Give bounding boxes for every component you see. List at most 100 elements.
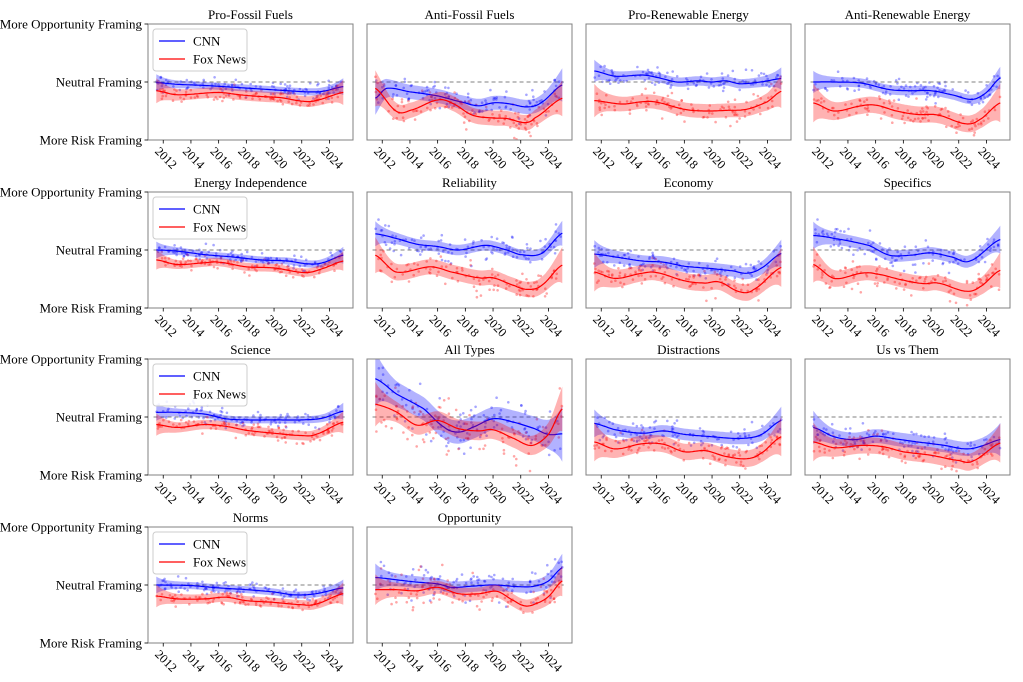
scatter-point-cnn (980, 255, 984, 259)
scatter-point-fox (379, 567, 383, 570)
scatter-point-fox (812, 449, 816, 453)
scatter-point-fox (390, 426, 393, 430)
scatter-point-cnn (267, 261, 271, 265)
scatter-point-fox (431, 587, 435, 591)
scatter-point-fox (534, 598, 538, 601)
scatter-point-cnn (263, 586, 267, 589)
scatter-point-fox (164, 264, 167, 267)
scatter-point-cnn (273, 92, 276, 96)
scatter-point-fox (975, 460, 979, 464)
scatter-point-cnn (779, 75, 782, 78)
x-tick-label: 2012 (809, 144, 837, 172)
scatter-point-fox (500, 427, 504, 431)
confidence-band-fox (594, 247, 782, 301)
scatter-point-fox (694, 282, 697, 286)
scatter-point-fox (190, 269, 193, 272)
scatter-point-fox (412, 109, 415, 113)
scatter-point-cnn (492, 419, 496, 423)
scatter-point-cnn (675, 265, 678, 269)
scatter-point-fox (708, 111, 711, 115)
scatter-point-fox (228, 592, 232, 595)
scatter-point-fox (478, 608, 481, 611)
scatter-point-cnn (409, 84, 413, 88)
x-tick-label: 2016 (646, 312, 674, 340)
scatter-point-fox (734, 113, 737, 116)
scatter-point-fox (302, 442, 305, 446)
scatter-point-fox (334, 88, 338, 91)
scatter-point-cnn (830, 422, 834, 426)
scatter-point-cnn (285, 95, 289, 99)
scatter-point-cnn (457, 447, 461, 450)
scatter-point-fox (882, 101, 886, 105)
scatter-point-fox (229, 260, 233, 263)
scatter-point-fox (934, 451, 937, 454)
scatter-point-fox (915, 279, 918, 283)
scatter-point-cnn (163, 245, 167, 249)
scatter-point-fox (255, 264, 259, 267)
scatter-point-fox (482, 447, 485, 451)
scatter-point-fox (595, 92, 599, 95)
scatter-point-fox (496, 284, 500, 288)
scatter-point-cnn (482, 245, 486, 249)
scatter-point-fox (435, 101, 439, 105)
scatter-point-cnn (464, 581, 468, 585)
scatter-point-fox (557, 579, 561, 583)
scatter-point-cnn (553, 78, 556, 82)
scatter-point-cnn (525, 93, 528, 97)
scatter-point-cnn (529, 247, 532, 250)
scatter-point-cnn (853, 89, 856, 92)
scatter-point-cnn (505, 246, 509, 250)
scatter-point-cnn (671, 70, 674, 73)
scatter-point-fox (186, 253, 189, 256)
scatter-point-fox (775, 274, 779, 278)
scatter-point-cnn (523, 427, 527, 430)
scatter-point-cnn (470, 417, 473, 421)
scatter-point-fox (946, 110, 950, 113)
panel-title: Distractions (657, 342, 720, 357)
scatter-point-cnn (677, 434, 680, 437)
scatter-point-fox (167, 420, 171, 424)
scatter-point-cnn (393, 242, 396, 246)
scatter-point-fox (254, 92, 258, 95)
scatter-point-fox (818, 264, 822, 267)
scatter-point-cnn (766, 271, 769, 275)
scatter-point-fox (206, 601, 209, 605)
scatter-point-cnn (318, 91, 322, 95)
scatter-point-fox (661, 275, 665, 279)
scatter-point-cnn (200, 408, 204, 412)
scatter-point-cnn (833, 230, 837, 234)
x-tick-label: 2022 (291, 479, 319, 507)
confidence-band-cnn (813, 221, 1001, 268)
scatter-point-cnn (552, 245, 556, 249)
scatter-point-cnn (983, 438, 986, 442)
scatter-point-cnn (388, 580, 392, 583)
scatter-point-cnn (511, 577, 514, 581)
scatter-point-cnn (872, 241, 875, 244)
scatter-point-fox (312, 438, 316, 441)
x-tick-label: 2018 (673, 144, 701, 172)
scatter-point-cnn (269, 423, 273, 426)
scatter-point-fox (484, 105, 488, 109)
scatter-point-cnn (643, 79, 647, 82)
scatter-point-cnn (637, 255, 640, 258)
scatter-point-cnn (966, 442, 969, 446)
scatter-point-fox (918, 276, 921, 280)
scatter-point-fox (534, 437, 537, 441)
scatter-point-fox (401, 404, 405, 408)
scatter-point-cnn (476, 575, 479, 579)
scatter-point-fox (903, 121, 906, 125)
scatter-point-cnn (427, 89, 430, 92)
scatter-point-fox (990, 285, 993, 288)
x-tick-label: 2018 (454, 479, 482, 507)
scatter-point-fox (711, 112, 714, 115)
scatter-point-fox (708, 104, 712, 107)
legend-box (152, 28, 248, 72)
scatter-point-fox (537, 274, 540, 277)
scatter-point-cnn (261, 260, 265, 264)
scatter-point-fox (278, 98, 282, 102)
scatter-point-cnn (379, 229, 383, 232)
scatter-point-fox (178, 422, 181, 426)
scatter-point-fox (475, 289, 478, 293)
scatter-point-fox (820, 276, 824, 279)
